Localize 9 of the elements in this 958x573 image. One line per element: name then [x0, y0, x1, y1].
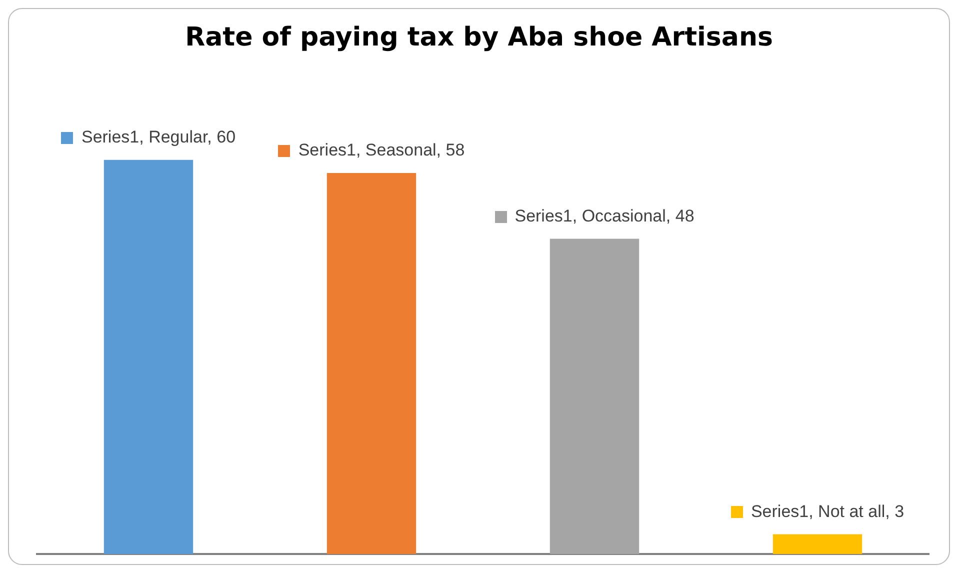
bar	[772, 534, 862, 554]
bar	[326, 173, 416, 554]
data-label: Series1, Occasional, 48	[514, 206, 694, 226]
bar	[104, 160, 194, 554]
chart-title: Rate of paying tax by Aba shoe Artisans	[185, 22, 773, 52]
data-label: Series1, Seasonal, 58	[298, 140, 465, 160]
bar	[550, 238, 640, 554]
data-label: Series1, Regular, 60	[81, 128, 236, 147]
data-label: Series1, Not at all, 3	[750, 502, 904, 521]
